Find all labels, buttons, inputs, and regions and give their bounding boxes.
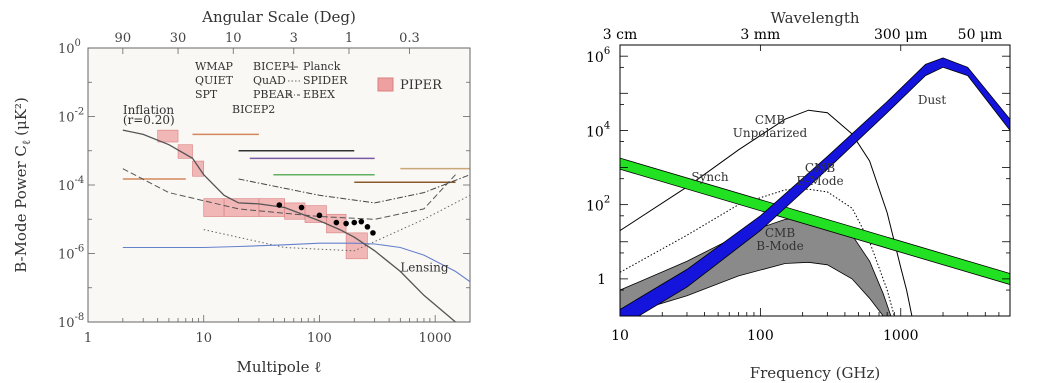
- bicep2-point: [364, 224, 371, 230]
- series-cmb-unpolarized: [620, 109, 913, 316]
- y-axis-title-sub: ℓ: [20, 140, 33, 145]
- top-tick-label: 50 μm: [958, 27, 1003, 43]
- x-tick-label: 1000: [883, 328, 919, 344]
- y-tick-exponent: 0: [75, 38, 81, 49]
- curve-planck: [122, 168, 456, 220]
- piper-box: [177, 144, 193, 159]
- series-label: Unpolarized: [733, 126, 808, 140]
- curve-ebex: [238, 174, 470, 204]
- x-axis-title: Frequency (GHz): [750, 364, 881, 382]
- legend-label: SPIDER: [303, 74, 348, 87]
- inflation-curve: [122, 129, 456, 322]
- piper-box: [345, 232, 368, 260]
- annotation: (r=0.20): [123, 113, 175, 127]
- series-label: CMB: [765, 226, 795, 240]
- y-tick-exponent: -8: [75, 312, 85, 323]
- top-tick-label: 1: [345, 31, 353, 46]
- x-tick-label: 100: [307, 331, 332, 346]
- series-label: Dust: [918, 93, 947, 107]
- y-tick-exponent: 6: [604, 46, 610, 57]
- bicep2-point: [358, 218, 365, 225]
- series-label: B-Mode: [756, 239, 803, 253]
- top-tick-label: 0.3: [399, 31, 420, 46]
- y-tick-exponent: -6: [75, 244, 85, 255]
- legend-label: BICEP2: [232, 103, 275, 116]
- piper-box: [223, 198, 260, 217]
- legend-label: WMAP: [195, 60, 234, 73]
- x-tick-label: 10: [611, 328, 629, 344]
- annotation: Lensing: [400, 260, 449, 274]
- piper-box: [157, 129, 179, 143]
- series-cmb-e-mode: [620, 188, 895, 316]
- plot-area: [620, 57, 1010, 316]
- y-tick-label: 100: [58, 38, 81, 57]
- y-tick-label: 104: [586, 120, 610, 140]
- top-tick-label: 3: [290, 31, 298, 46]
- y-tick-label: 1: [597, 272, 606, 288]
- bicep2-point: [333, 219, 340, 226]
- bicep2-point: [276, 202, 283, 208]
- top-tick-label: 90: [115, 31, 132, 46]
- plot-background: [88, 48, 470, 322]
- bicep2-point: [316, 212, 323, 219]
- legend-label: BICEP1: [253, 60, 296, 73]
- bicep2-point: [370, 230, 376, 236]
- top-axis-title: Wavelength: [770, 9, 859, 27]
- y-tick-label: 10-2: [58, 107, 84, 126]
- y-axis-title: B-Mode Power Cℓ(μK²): [12, 97, 33, 273]
- legend-label: Planck: [303, 60, 341, 73]
- x-tick-label: 1: [84, 331, 92, 346]
- series-synch: [620, 157, 1010, 286]
- lensing-curve: [122, 242, 470, 283]
- y-tick-label: 10-4: [58, 175, 84, 194]
- left-chart: 1 10 100 1000 10-8 10-6 10-4 10-2 100 90 30 10 3 1 0.3…: [12, 8, 471, 376]
- series-dust: [620, 57, 1010, 316]
- bicep2-point: [343, 220, 349, 227]
- y-axis-title-units: (μK²): [12, 97, 30, 136]
- annotation: Inflation: [123, 103, 175, 117]
- series-label: CMB: [755, 113, 785, 127]
- top-tick-label: 3 mm: [740, 27, 780, 43]
- y-tick-label: 10-6: [58, 244, 84, 263]
- curve-spider: [203, 194, 470, 252]
- bicep2-point: [298, 204, 305, 211]
- top-tick-label: 30: [170, 31, 187, 46]
- top-axis-title: Angular Scale (Deg): [201, 8, 356, 26]
- series-label: Synch: [691, 170, 728, 184]
- legend-label: QuAD: [253, 74, 286, 87]
- y-tick-label: 102: [586, 195, 610, 215]
- legend-label: QUIET: [195, 74, 234, 87]
- piper-box: [192, 160, 205, 177]
- top-tick-label: 10: [225, 31, 242, 46]
- plot-frame: [619, 44, 1011, 317]
- top-tick-label: 3 cm: [603, 27, 637, 43]
- legend-label: PBEAR: [253, 88, 293, 101]
- plot-area: [122, 129, 470, 322]
- x-tick-label: 10: [195, 331, 212, 346]
- series-label: CMB: [805, 161, 835, 175]
- legend-label: SPT: [195, 88, 218, 101]
- legend-label: EBEX: [303, 88, 335, 101]
- right-chart: 10 100 1000 1 102 104 106 3 cm 3 mm 300 μm 50 μm Wa…: [586, 9, 1011, 382]
- series-label: E-Mode: [796, 174, 843, 188]
- x-tick-label: 1000: [419, 331, 452, 346]
- bicep2-point: [351, 219, 358, 226]
- top-tick-label: 300 μm: [874, 27, 928, 43]
- y-tick-label: 10-8: [58, 312, 84, 331]
- x-tick-label: 100: [747, 328, 774, 344]
- legend-piper-label: PIPER: [400, 78, 443, 93]
- x-axis-title: Multipole ℓ: [237, 358, 322, 376]
- y-tick-label: 106: [586, 46, 610, 66]
- legend-piper-swatch: [377, 77, 394, 92]
- y-tick-exponent: -4: [75, 175, 85, 186]
- y-tick-exponent: 2: [604, 195, 610, 206]
- y-tick-exponent: -2: [75, 107, 85, 118]
- y-tick-exponent: 4: [604, 120, 610, 131]
